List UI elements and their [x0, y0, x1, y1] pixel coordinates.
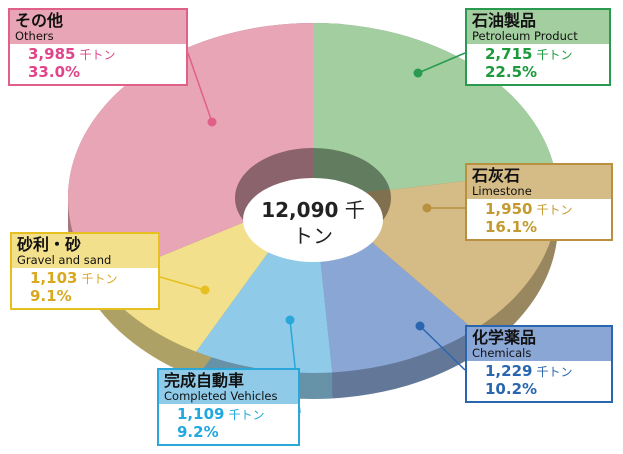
leader-line: [417, 52, 466, 74]
leader-line: [187, 52, 213, 123]
value-label: 1,109: [177, 405, 225, 423]
leader-dot: [413, 68, 423, 78]
label-header: 化学薬品 Chemicals: [467, 327, 611, 361]
total-label: 12,090 千トン: [253, 197, 373, 249]
label-name-en: Petroleum Product: [472, 29, 578, 43]
label-name: 完成自動車: [164, 371, 245, 390]
slice: [319, 235, 475, 373]
value-row: 1,103 千トン: [30, 270, 148, 288]
label-box: 化学薬品 Chemicals 1,229 千トン 10.2%: [465, 325, 613, 403]
slice: [97, 221, 276, 352]
label-header: 砂利・砂 Gravel and sand: [12, 234, 158, 268]
percent-label: 9.2%: [177, 423, 219, 441]
value-row: 3,985 千トン: [28, 46, 176, 64]
label-box: 完成自動車 Completed Vehicles 1,109 千トン 9.2%: [157, 368, 300, 446]
total-unit: 千トン: [293, 198, 365, 248]
percent-label: 22.5%: [485, 63, 538, 81]
leader-dot: [285, 315, 295, 325]
value-unit: 千トン: [536, 203, 573, 217]
value-label: 2,715: [485, 45, 533, 63]
leader-line: [159, 276, 206, 291]
label-body: 1,109 千トン 9.2%: [159, 404, 298, 444]
label-name-en: Gravel and sand: [17, 253, 112, 267]
percent-label: 10.2%: [485, 380, 538, 398]
value-unit: 千トン: [79, 48, 116, 62]
value-unit: 千トン: [228, 408, 265, 422]
value-label: 1,950: [485, 200, 533, 218]
label-header: 石灰石 Limestone: [467, 165, 611, 199]
leader-dot: [415, 321, 425, 331]
label-header: その他 Others: [10, 10, 186, 44]
value-label: 3,985: [28, 45, 76, 63]
label-name: 石灰石: [472, 166, 521, 185]
label-body: 3,985 千トン 33.0%: [10, 44, 186, 84]
label-name-en: Limestone: [472, 184, 532, 198]
value-row: 1,950 千トン: [485, 201, 601, 219]
label-name: 石油製品: [472, 11, 537, 30]
label-box: 石灰石 Limestone 1,950 千トン 16.1%: [465, 163, 613, 241]
label-name-en: Chemicals: [472, 346, 532, 360]
label-name: その他: [15, 11, 64, 30]
value-unit: 千トン: [81, 272, 118, 286]
total-value: 12,090: [261, 198, 339, 222]
label-header: 石油製品 Petroleum Product: [467, 10, 609, 44]
slice: [313, 23, 555, 191]
center-disc: [243, 178, 383, 262]
leader-dot: [207, 117, 217, 127]
label-box: 砂利・砂 Gravel and sand 1,103 千トン 9.1%: [10, 232, 160, 310]
percent-label: 16.1%: [485, 218, 538, 236]
leader-line: [419, 325, 466, 371]
label-body: 2,715 千トン 22.5%: [467, 44, 609, 84]
percent-label: 9.1%: [30, 287, 72, 305]
value-label: 1,229: [485, 362, 533, 380]
label-body: 1,229 千トン 10.2%: [467, 361, 611, 401]
value-unit: 千トン: [536, 48, 573, 62]
slice: [196, 241, 333, 373]
percent-label: 33.0%: [28, 63, 81, 81]
value-row: 1,109 千トン: [177, 406, 288, 424]
label-body: 1,103 千トン 9.1%: [12, 268, 158, 308]
value-label: 1,103: [30, 269, 78, 287]
slice: [67, 23, 313, 282]
value-unit: 千トン: [536, 365, 573, 379]
label-name-en: Completed Vehicles: [164, 389, 278, 403]
leader-dot: [422, 203, 432, 213]
label-box: その他 Others 3,985 千トン 33.0%: [8, 8, 188, 86]
value-row: 2,715 千トン: [485, 46, 599, 64]
value-row: 1,229 千トン: [485, 363, 601, 381]
label-name-en: Others: [15, 29, 54, 43]
label-box: 石油製品 Petroleum Product 2,715 千トン 22.5%: [465, 8, 611, 86]
label-header: 完成自動車 Completed Vehicles: [159, 370, 298, 404]
label-body: 1,950 千トン 16.1%: [467, 199, 611, 239]
leader-dot: [200, 285, 210, 295]
label-name: 化学薬品: [472, 328, 537, 347]
label-name: 砂利・砂: [17, 235, 82, 254]
